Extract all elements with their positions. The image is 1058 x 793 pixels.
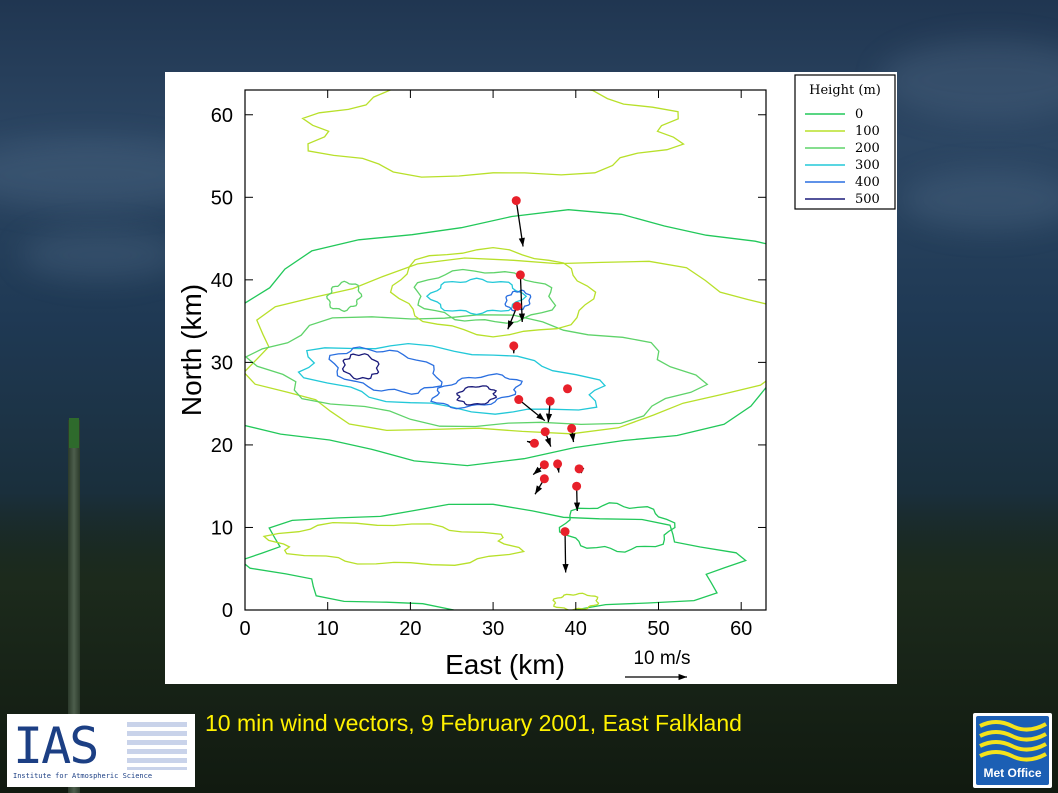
station-markers [509,196,584,537]
scale-arrow-label: 10 m/s [633,648,690,669]
ias-logo-text: IAS [13,717,99,775]
wind-vector-head [535,485,543,495]
wind-vector-head [573,502,581,511]
x-tick-label: 50 [647,618,669,640]
contour-line [245,314,709,428]
contour-line [430,373,523,410]
contour-line [262,521,526,566]
y-tick-label: 0 [222,600,233,622]
legend-title: Height (m) [809,83,881,98]
x-tick-label: 40 [565,618,587,640]
contour-line [245,209,766,467]
cloud [900,170,1058,230]
station-marker [509,341,519,351]
mast-image [68,420,80,793]
wind-vector-head [507,320,514,330]
wind-vector [562,531,569,573]
met-office-logo-badge: Met Office [976,716,1049,785]
y-tick-label: 40 [211,270,233,292]
y-tick-label: 60 [211,105,233,127]
contour-line [558,502,676,553]
plot-frame [244,89,767,611]
wind-vector-head [536,412,545,421]
wind-vector-head [545,413,553,423]
contour-line [297,342,607,415]
cloud [880,40,1058,120]
legend-box [794,74,896,210]
met-office-waves-icon [979,720,1047,762]
station-marker [545,396,555,406]
wind-vector-head [518,237,525,247]
met-office-logo-text: Met Office [983,766,1042,780]
contour-line [301,90,685,178]
legend-label: 500 [855,192,880,207]
contour-line [245,257,766,435]
scale-arrow-vector [625,673,687,681]
wind-vector-head [678,673,687,681]
y-tick-label: 10 [211,517,233,539]
station-marker [567,423,577,433]
mast-light [69,418,79,448]
ias-logo-stripes [127,722,187,770]
y-tick-label: 50 [211,187,233,209]
station-marker [514,395,524,405]
station-marker [560,527,570,537]
x-tick-label: 60 [730,618,752,640]
y-tick-label: 30 [211,352,233,374]
met-office-logo: Met Office [973,713,1052,788]
contour-line [504,289,532,312]
wind-vector [518,274,525,323]
contour-line [245,503,748,610]
contour-line [389,246,597,338]
contour-line [456,385,498,406]
x-tick-label: 20 [399,618,421,640]
station-marker [511,196,521,206]
contour-line [328,346,443,395]
terrain-contours [245,90,766,610]
contour-line [425,277,528,316]
height-legend: Height (m) 0 100 200 300 400 500 [794,74,896,210]
station-marker [553,459,563,469]
x-tick-label: 10 [317,618,339,640]
wind-vector-head [518,313,525,323]
chart-panel: 0 10 20 30 40 50 60 0 10 20 30 40 50 60 East (km) North… [165,72,897,684]
station-marker [515,270,525,280]
axes: 0 10 20 30 40 50 60 0 10 20 30 40 50 60 East (km) North… [176,90,766,680]
y-axis-label: North (km) [176,284,207,416]
station-marker [563,384,573,394]
legend-label: 100 [855,124,880,139]
station-marker [512,301,522,311]
station-marker [572,481,582,491]
station-marker [539,474,549,484]
wind-vectors [507,200,585,573]
wind-vector-head [544,437,551,447]
slide-caption: 10 min wind vectors, 9 February 2001, Ea… [205,710,742,736]
x-tick-label: 0 [239,618,250,640]
legend-label: 400 [855,175,880,190]
legend-label: 200 [855,141,880,156]
wind-vector-head [569,433,576,443]
plot-border [244,89,767,611]
wind-vector [515,200,525,247]
station-marker [539,460,549,470]
wind-vector-head [533,466,542,475]
y-tick-label: 20 [211,435,233,457]
station-marker [540,427,550,437]
station-marker [574,464,584,474]
ias-logo-subtitle: Institute for Atmospheric Science [13,772,153,780]
legend-label: 0 [855,107,863,122]
ias-logo: IAS Institute for Atmospheric Science [7,714,195,787]
wind-contour-chart: 0 10 20 30 40 50 60 0 10 20 30 40 50 60 East (km) North… [176,74,896,681]
wind-vector-head [562,564,569,573]
cloud [20,230,180,280]
x-axis-label: East (km) [445,649,565,680]
contour-line [341,353,380,380]
scale-arrow: 10 m/s [625,648,691,681]
wind-vector [518,399,546,422]
station-marker [529,438,539,448]
legend-label: 300 [855,158,880,173]
x-tick-label: 30 [482,618,504,640]
contour-line [552,592,600,610]
contour-line [326,280,363,313]
